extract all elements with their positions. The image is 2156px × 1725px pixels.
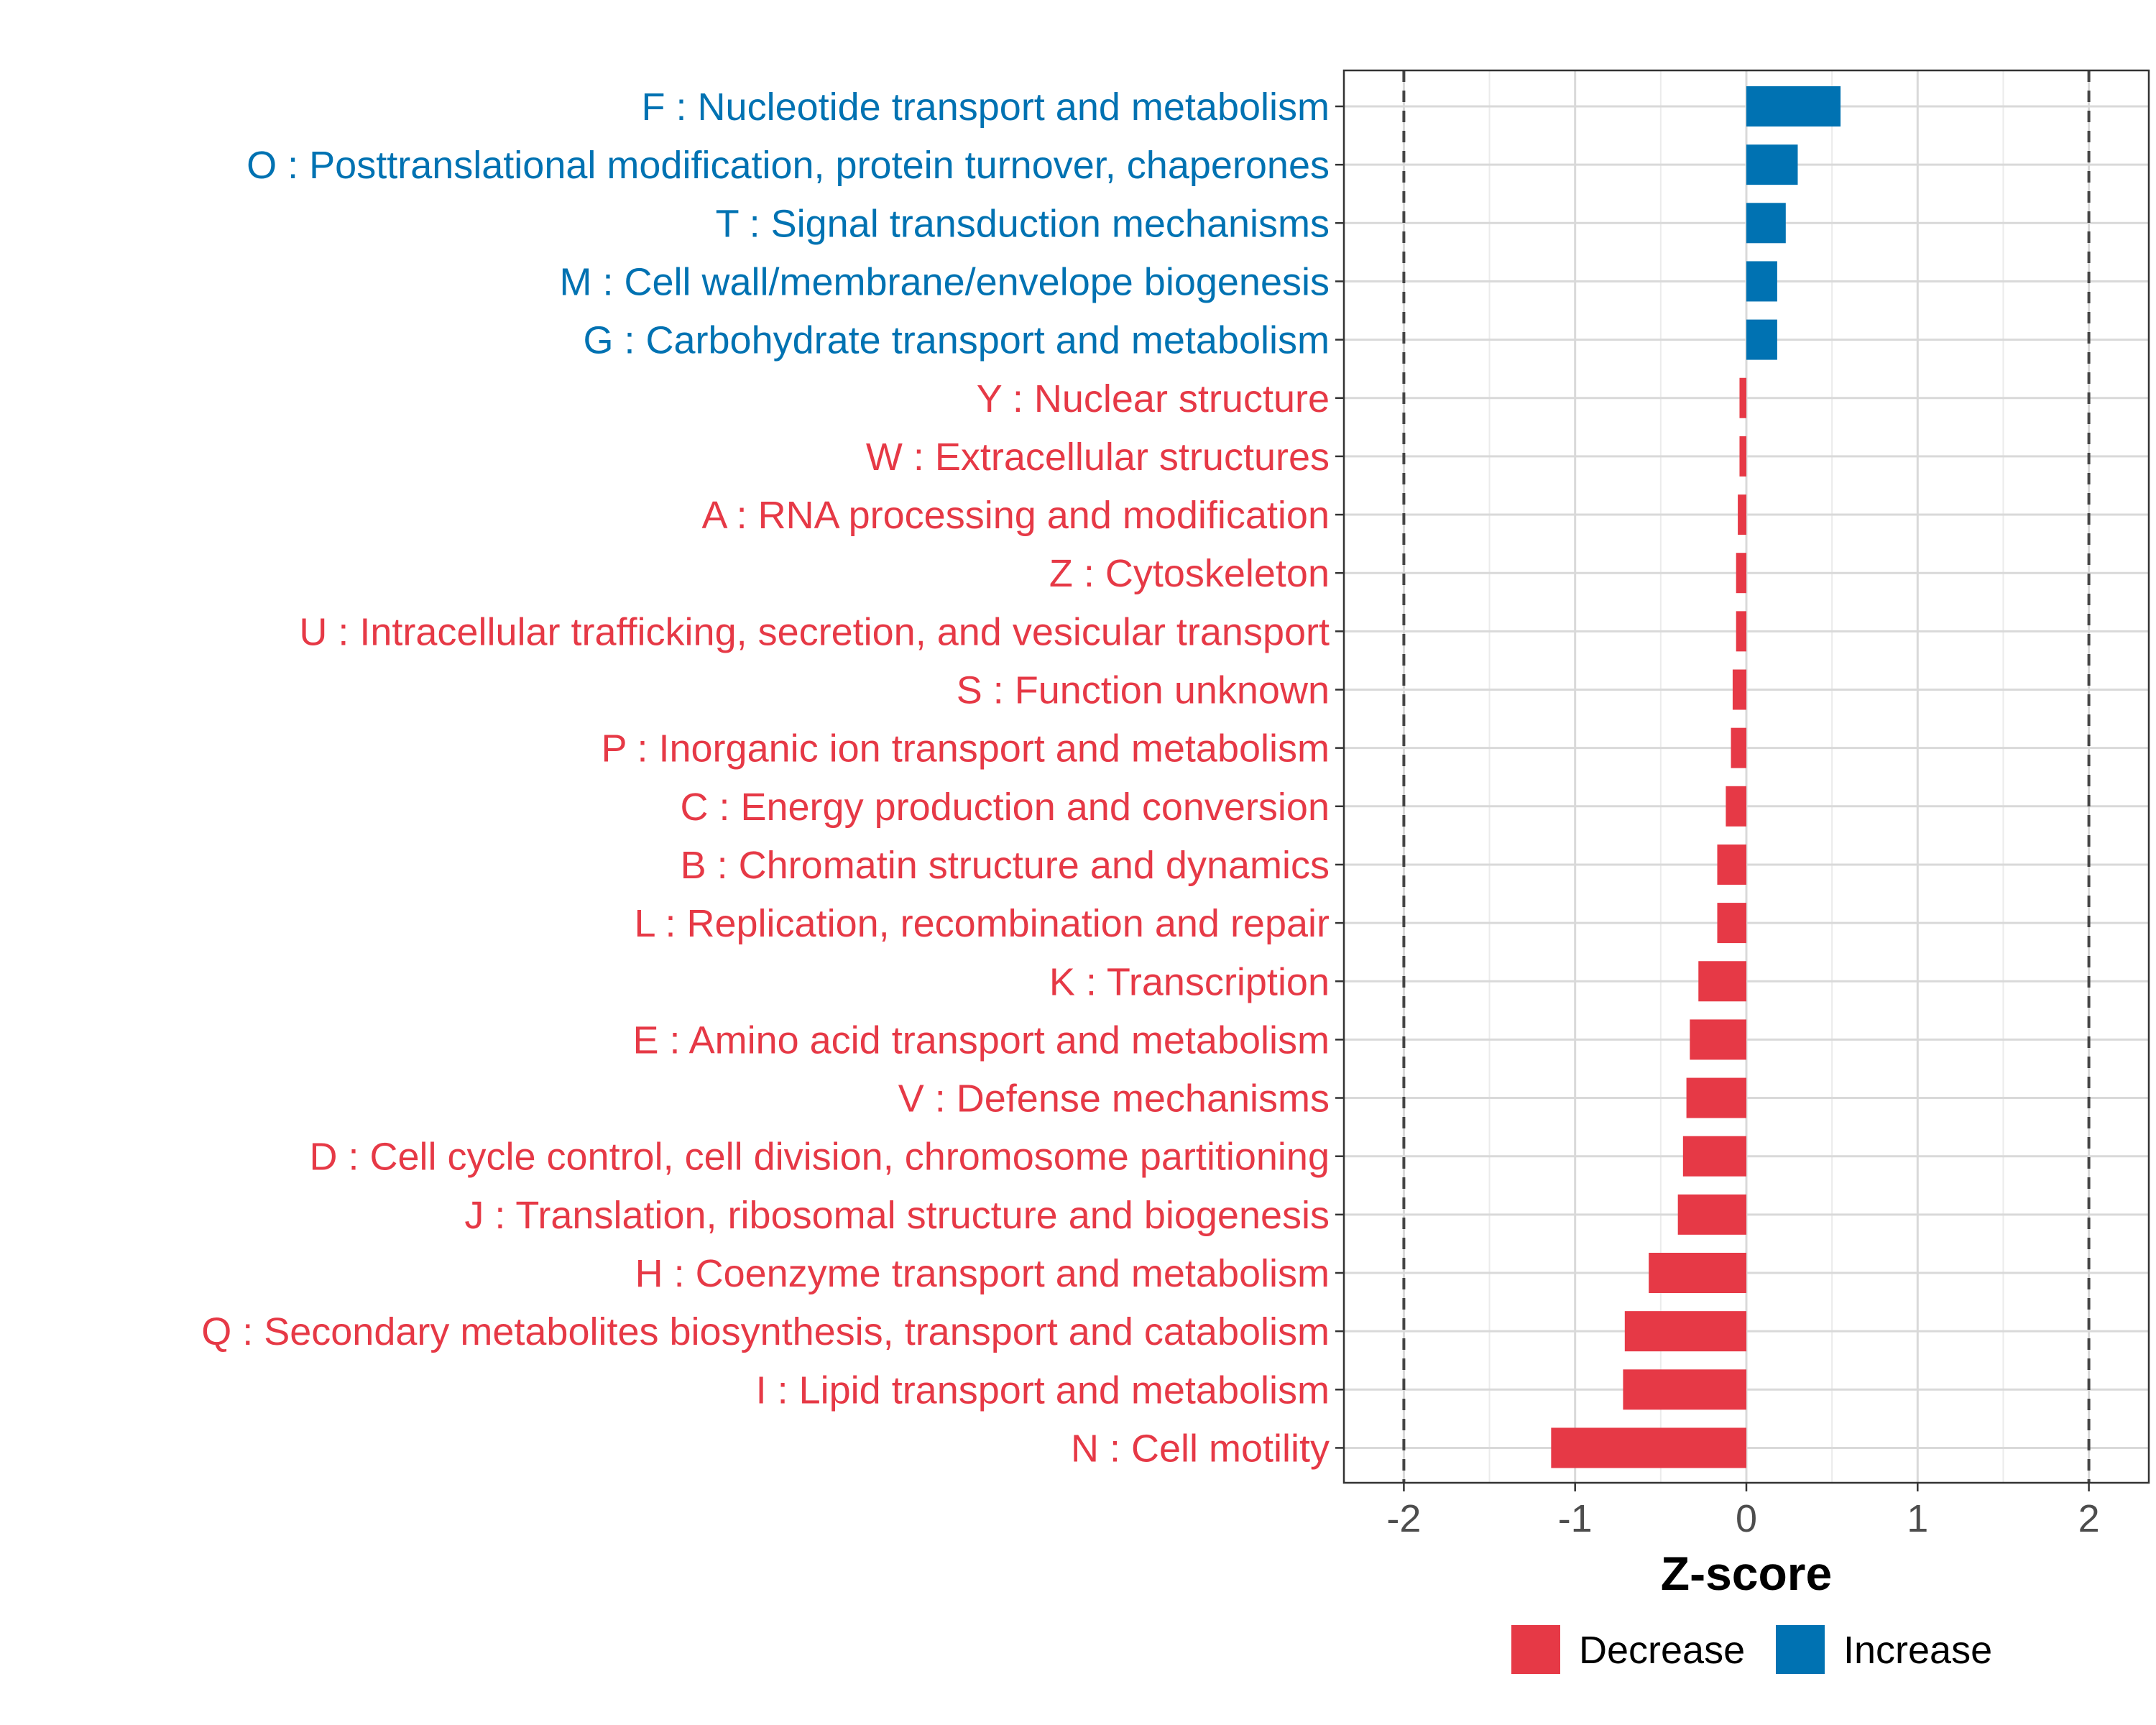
bar xyxy=(1746,319,1777,360)
x-tick-label: 1 xyxy=(1907,1497,1928,1540)
category-label: O : Posttranslational modification, prot… xyxy=(247,144,1330,187)
x-tick-label: 2 xyxy=(2078,1497,2100,1540)
category-label: Z : Cytoskeleton xyxy=(1049,552,1330,595)
reference-lines xyxy=(1402,70,2091,1483)
category-label: K : Transcription xyxy=(1049,960,1330,1003)
category-label: Y : Nuclear structure xyxy=(977,377,1330,420)
x-tick-label: -2 xyxy=(1386,1497,1421,1540)
category-label: U : Intracellular trafficking, secretion… xyxy=(299,610,1330,653)
category-label: A : RNA processing and modification xyxy=(702,494,1330,537)
category-label: G : Carbohydrate transport and metabolis… xyxy=(584,319,1330,362)
category-label: C : Energy production and conversion xyxy=(680,786,1330,829)
legend-label-increase: Increase xyxy=(1843,1629,1992,1672)
bar xyxy=(1551,1427,1746,1468)
bar xyxy=(1690,1019,1746,1060)
bar xyxy=(1686,1077,1746,1118)
bar xyxy=(1732,669,1746,710)
bar xyxy=(1746,261,1777,302)
category-label: M : Cell wall/membrane/envelope biogenes… xyxy=(559,260,1330,303)
category-label: P : Inorganic ion transport and metaboli… xyxy=(601,727,1330,770)
bar xyxy=(1746,203,1786,244)
bar xyxy=(1739,377,1746,418)
legend-swatch-decrease xyxy=(1511,1625,1560,1674)
bar xyxy=(1736,553,1746,594)
category-label: Q : Secondary metabolites biosynthesis, … xyxy=(201,1310,1330,1353)
bar xyxy=(1623,1369,1746,1410)
category-label: J : Translation, ribosomal structure and… xyxy=(464,1194,1330,1237)
bar xyxy=(1698,961,1746,1002)
legend: Decrease Increase xyxy=(1511,1625,1992,1674)
bar xyxy=(1746,86,1841,126)
x-tick-label: -1 xyxy=(1558,1497,1593,1540)
bar xyxy=(1649,1253,1746,1293)
category-label: S : Function unknown xyxy=(957,669,1330,712)
bar xyxy=(1717,844,1746,885)
bar xyxy=(1624,1311,1746,1352)
x-axis-ticks xyxy=(1403,1483,2090,1491)
bar xyxy=(1717,903,1746,944)
category-label: I : Lipid transport and metabolism xyxy=(756,1368,1330,1412)
category-label: T : Signal transduction mechanisms xyxy=(716,202,1330,245)
bar xyxy=(1677,1194,1746,1235)
x-axis-labels: -2 -1 0 1 2 xyxy=(1386,1497,2099,1540)
bar xyxy=(1682,1136,1746,1177)
category-label: D : Cell cycle control, cell division, c… xyxy=(309,1136,1330,1179)
x-tick-label: 0 xyxy=(1736,1497,1757,1540)
category-label: V : Defense mechanisms xyxy=(898,1077,1330,1121)
bar xyxy=(1731,727,1746,768)
category-label: L : Replication, recombination and repai… xyxy=(634,902,1330,945)
category-label: F : Nucleotide transport and metabolism xyxy=(642,86,1330,129)
bar xyxy=(1746,144,1798,185)
bar xyxy=(1726,786,1746,827)
category-label: B : Chromatin structure and dynamics xyxy=(681,844,1330,887)
y-axis-labels: F : Nucleotide transport and metabolism O… xyxy=(201,86,1330,1470)
category-label: H : Coenzyme transport and metabolism xyxy=(635,1252,1330,1295)
y-axis-ticks xyxy=(1335,105,1344,1449)
category-label: E : Amino acid transport and metabolism xyxy=(633,1018,1330,1062)
bar xyxy=(1738,494,1746,535)
bar xyxy=(1736,611,1746,652)
bars xyxy=(1551,86,1841,1468)
x-axis-title: Z-score xyxy=(1661,1547,1832,1600)
category-label: N : Cell motility xyxy=(1071,1427,1330,1470)
category-label: W : Extracellular structures xyxy=(866,436,1330,479)
bar xyxy=(1739,436,1746,477)
legend-label-decrease: Decrease xyxy=(1579,1629,1745,1672)
legend-swatch-increase xyxy=(1776,1625,1825,1674)
